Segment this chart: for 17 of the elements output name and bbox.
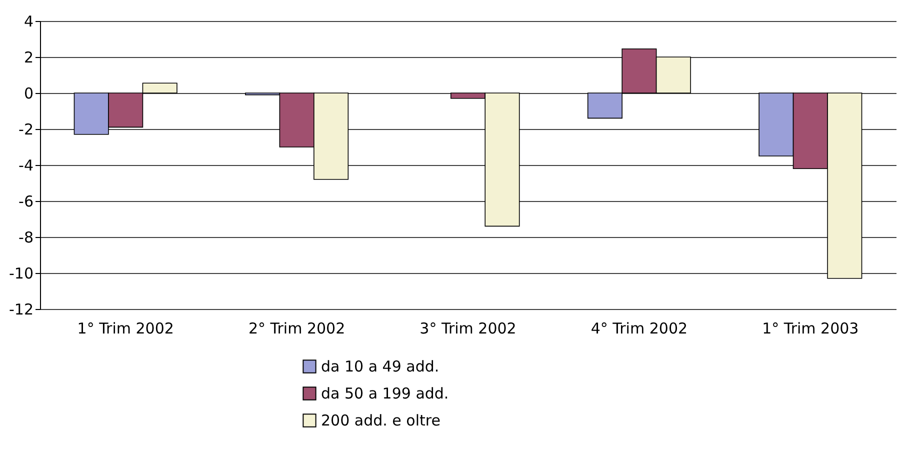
y-tick-label: -4 <box>18 156 34 174</box>
y-tick-label: 2 <box>24 48 34 66</box>
x-tick-label: 1° Trim 2003 <box>762 320 859 338</box>
x-tick-label: 4° Trim 2002 <box>590 320 688 338</box>
y-tick-label: -10 <box>9 264 34 282</box>
y-tick-label: -6 <box>18 192 34 210</box>
y-tick-label: -12 <box>9 300 34 318</box>
y-tick-label: -8 <box>18 228 34 246</box>
y-tick-label: -2 <box>18 120 34 138</box>
x-tick-label: 1° Trim 2002 <box>77 320 174 338</box>
legend-label: da 50 a 199 add. <box>321 384 449 402</box>
y-tick-label: 4 <box>24 12 34 30</box>
legend-label: 200 add. e oltre <box>321 412 440 430</box>
x-tick-label: 2° Trim 2002 <box>248 320 346 338</box>
legend-label: da 10 a 49 add. <box>321 358 440 376</box>
x-tick-label: 3° Trim 2002 <box>420 320 516 338</box>
y-tick-label: 0 <box>24 84 34 102</box>
